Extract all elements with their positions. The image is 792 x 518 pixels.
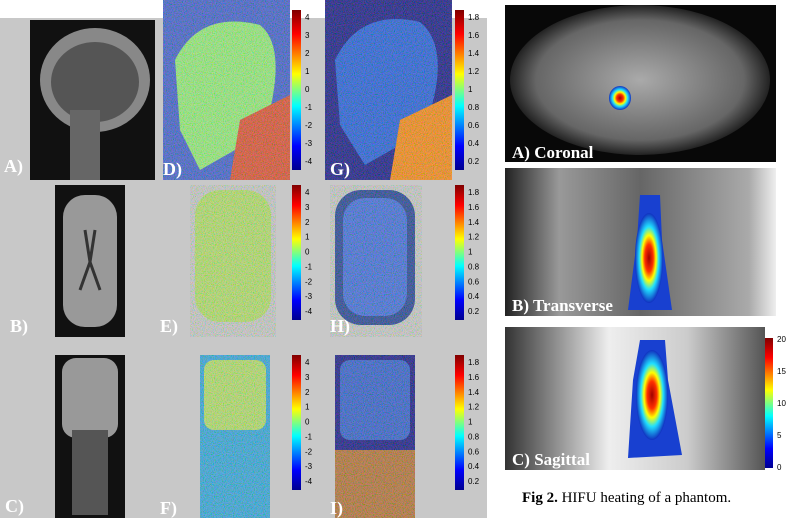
colorbar-tick-label: 0.4 bbox=[468, 462, 480, 471]
colorbar-tick-label: 10 bbox=[777, 399, 786, 408]
colorbar-tick-label: 0.8 bbox=[468, 432, 480, 441]
panel-label: F) bbox=[160, 498, 177, 518]
colorbar-tick-label: 3 bbox=[305, 373, 310, 382]
colorbar-tick-label: 1.2 bbox=[468, 233, 480, 242]
colorbar-tick-label: 0.2 bbox=[468, 157, 480, 166]
colorbar-tick-label: 0 bbox=[305, 85, 310, 94]
colorbar-tick-label: 1.6 bbox=[468, 31, 480, 40]
colorbar-tick-label: 0 bbox=[305, 248, 310, 257]
colorbar-tick-label: 0 bbox=[777, 463, 782, 472]
hifu-image bbox=[505, 168, 776, 316]
colorbar-tick-label: -1 bbox=[305, 432, 313, 441]
colorbar-tick-label: 2 bbox=[305, 218, 310, 227]
colorbar-tick-label: 0.6 bbox=[468, 277, 480, 286]
colorbar-tick-label: -3 bbox=[305, 292, 313, 301]
colorbar-tick-label: 0.6 bbox=[468, 447, 480, 456]
colorbar-tick-label: 3 bbox=[305, 203, 310, 212]
caption-text: HIFU heating of a phantom. bbox=[562, 490, 732, 506]
colorbar-tick-label: -1 bbox=[305, 103, 313, 112]
colorbar-tick-label: 0 bbox=[305, 418, 310, 427]
colorbar-tick-label: 5 bbox=[777, 431, 782, 440]
panel-label: G) bbox=[330, 159, 350, 180]
colorbar-tick-label: 1.8 bbox=[468, 188, 480, 197]
colorbar-tick-label: 1.2 bbox=[468, 403, 480, 412]
colorbar-tick-label: 1 bbox=[468, 85, 473, 94]
colorbar-tick-label: 1.6 bbox=[468, 373, 480, 382]
colorbar-tick-label: 4 bbox=[305, 358, 310, 367]
phase-map bbox=[200, 355, 270, 518]
colorbar-ticks: 20 15 10 5 0 bbox=[777, 335, 786, 472]
colorbar-tick-label: -4 bbox=[305, 477, 313, 486]
ratio-map bbox=[335, 355, 415, 518]
colorbar-tick-label: 1 bbox=[305, 403, 310, 412]
colorbar-tick-label: 0.2 bbox=[468, 477, 480, 486]
colorbar-tick-label: 1.4 bbox=[468, 388, 480, 397]
colorbar-tick-label: 1.8 bbox=[468, 13, 480, 22]
colorbar-tick-label: -1 bbox=[305, 262, 313, 271]
phase-map bbox=[163, 0, 290, 180]
colorbar-tick-label: 0.4 bbox=[468, 292, 480, 301]
hifu-image bbox=[505, 5, 776, 162]
panel-label: B) Transverse bbox=[512, 296, 613, 315]
colorbar-tick-label: 0.4 bbox=[468, 139, 480, 148]
panel-label: E) bbox=[160, 316, 178, 337]
panel-label: A) Coronal bbox=[512, 143, 594, 162]
colorbar-tick-label: 1.6 bbox=[468, 203, 480, 212]
panel-label: I) bbox=[330, 498, 343, 518]
panel-label: B) bbox=[10, 316, 28, 337]
hifu-image bbox=[505, 327, 773, 470]
phase-map bbox=[190, 185, 276, 337]
mri-image bbox=[55, 355, 125, 518]
colorbar-tick-label: -3 bbox=[305, 462, 313, 471]
colorbar-tick-label: -4 bbox=[305, 307, 313, 316]
panel-label: A) bbox=[4, 156, 23, 177]
colorbar-tick-label: 1.2 bbox=[468, 67, 480, 76]
panel-label: C) Sagittal bbox=[512, 450, 590, 469]
colorbar-tick-label: -2 bbox=[305, 277, 313, 286]
colorbar-tick-label: 4 bbox=[305, 188, 310, 197]
caption-label: Fig 2. bbox=[522, 490, 558, 506]
mri-image bbox=[55, 185, 125, 337]
colorbar-tick-label: -4 bbox=[305, 157, 313, 166]
colorbar-tick-label: 0.6 bbox=[468, 121, 480, 130]
colorbar-tick-label: 4 bbox=[305, 13, 310, 22]
colorbar-tick-label: 1 bbox=[305, 67, 310, 76]
colorbar-tick-label: -2 bbox=[305, 121, 313, 130]
caption: Fig 2. HIFU heating of a phantom. bbox=[522, 490, 731, 506]
colorbar-tick-label: 2 bbox=[305, 388, 310, 397]
colorbar-tick-label: 1.4 bbox=[468, 218, 480, 227]
colorbar-tick-label: 1.4 bbox=[468, 49, 480, 58]
panel-label: H) bbox=[330, 316, 350, 337]
colorbar-tick-label: -3 bbox=[305, 139, 313, 148]
colorbar-tick-label: 0.8 bbox=[468, 262, 480, 271]
colorbar-tick-label: 1 bbox=[468, 248, 473, 257]
colorbar-tick-label: 2 bbox=[305, 49, 310, 58]
colorbar-tick-label: 1 bbox=[468, 418, 473, 427]
ratio-map bbox=[325, 0, 452, 180]
colorbar-tick-label: 20 bbox=[777, 335, 786, 344]
colorbar-tick-label: 0.8 bbox=[468, 103, 480, 112]
colorbar-tick-label: -2 bbox=[305, 447, 313, 456]
colorbar-tick-label: 3 bbox=[305, 31, 310, 40]
colorbar-tick-label: 15 bbox=[777, 367, 786, 376]
colorbar-tick-label: 1.8 bbox=[468, 358, 480, 367]
mri-image bbox=[30, 20, 155, 180]
colorbar-tick-label: 1 bbox=[305, 233, 310, 242]
figure-page: 43210-1-2-3-41.81.61.41.210.80.60.40.243… bbox=[0, 0, 792, 518]
colorbar-tick-label: 0.2 bbox=[468, 307, 480, 316]
panel-label: D) bbox=[163, 159, 182, 180]
page: 43210-1-2-3-41.81.61.41.210.80.60.40.243… bbox=[0, 0, 792, 518]
panel-label: C) bbox=[5, 496, 24, 517]
ratio-map bbox=[330, 185, 422, 337]
